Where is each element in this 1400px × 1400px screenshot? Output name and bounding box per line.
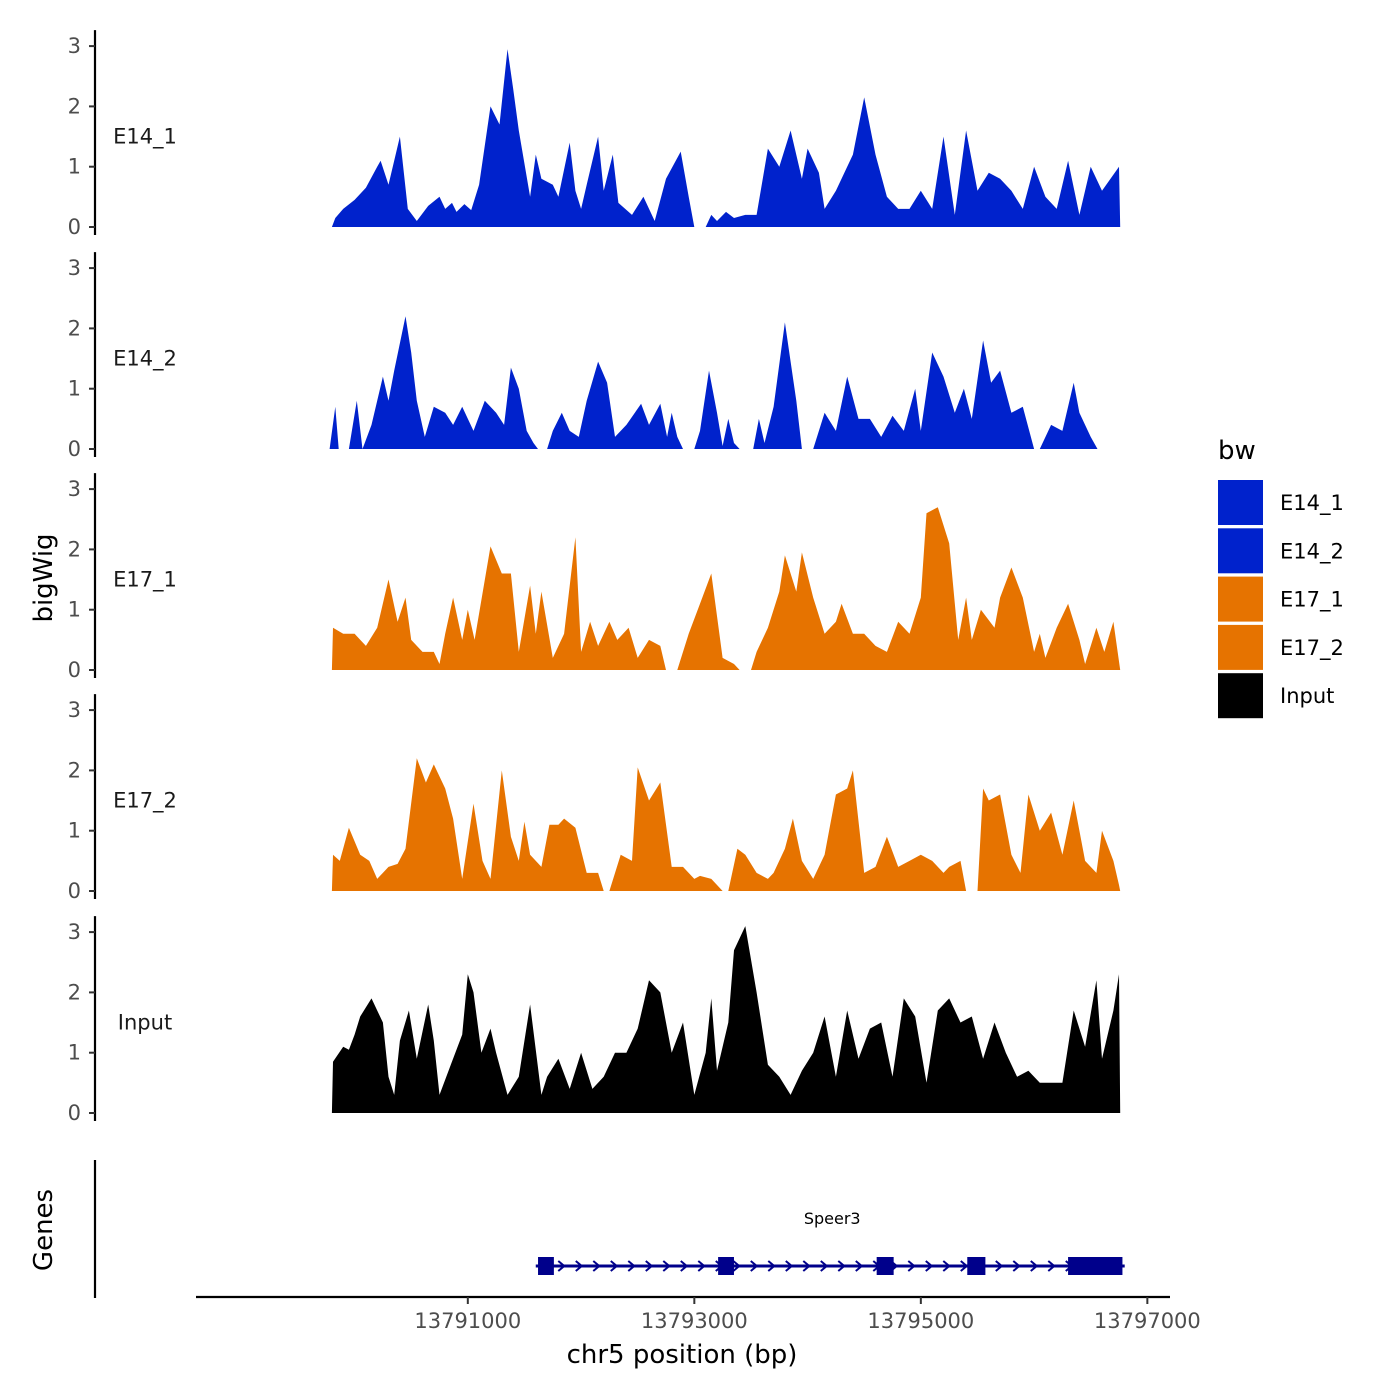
track-e14-1: 0 1 2 3 E14_1 <box>68 30 1121 239</box>
y-tick-label: 2 <box>68 980 81 1004</box>
y-tick-label: 2 <box>68 316 81 340</box>
y-tick-label: 1 <box>68 1041 81 1065</box>
track-e14-2: 0 1 2 3 E14_2 <box>68 252 1098 461</box>
legend-swatch <box>1218 576 1263 622</box>
strand-arrow <box>960 1260 969 1272</box>
legend-title: bw <box>1218 436 1256 466</box>
y-tick-label: 3 <box>68 256 81 280</box>
strand-arrow <box>662 1260 671 1272</box>
strand-arrow <box>697 1260 706 1272</box>
track-label: E17_1 <box>113 568 177 593</box>
y-tick-label: 2 <box>68 94 81 118</box>
strand-arrow <box>627 1260 636 1272</box>
track-e17-1: 0 1 2 3 E17_1 <box>68 473 1121 682</box>
strand-arrow <box>820 1260 829 1272</box>
track-label: E14_1 <box>113 125 177 150</box>
y-axis-title: bigWig <box>29 533 59 622</box>
strand-arrow <box>1047 1260 1056 1272</box>
strand-arrow <box>942 1260 951 1272</box>
legend-label: E14_2 <box>1280 539 1344 564</box>
legend-label: E17_2 <box>1280 636 1344 661</box>
y-tick-label: 2 <box>68 758 81 782</box>
y-tick-label: 1 <box>68 377 81 401</box>
strand-arrow <box>1030 1260 1039 1272</box>
x-tick-label: 13797000 <box>1094 1309 1201 1333</box>
y-tick-label: 0 <box>68 215 81 239</box>
strand-arrow <box>750 1260 759 1272</box>
strand-arrow <box>557 1260 566 1272</box>
gene-name-label: Speer3 <box>804 1209 861 1228</box>
x-tick-label: 13793000 <box>641 1309 748 1333</box>
x-tick-label: 13791000 <box>414 1309 521 1333</box>
legend-entry-e17-1: E17_1 <box>1218 576 1344 622</box>
x-axis: 13791000 13793000 13795000 13797000 <box>196 1295 1201 1333</box>
genes-axis-title: Genes <box>29 1189 59 1271</box>
tracks-layer: 0 1 2 3 E14_1 0 1 2 3 E14_2 0 1 2 3 E17_1 0 1 2 3 E17_2 0 1 2 3… <box>68 30 1121 1125</box>
coverage-area <box>329 316 1098 449</box>
y-tick-label: 3 <box>68 34 81 58</box>
strand-arrow <box>1012 1260 1021 1272</box>
y-tick-label: 3 <box>68 920 81 944</box>
strand-arrow <box>680 1260 689 1272</box>
y-tick-label: 3 <box>68 477 81 501</box>
legend-entry-e14-1: E14_1 <box>1218 480 1344 525</box>
y-tick-label: 1 <box>68 819 81 843</box>
legend-entry-e14-2: E14_2 <box>1218 528 1344 574</box>
strand-arrow <box>610 1260 619 1272</box>
y-tick-label: 3 <box>68 698 81 722</box>
strand-arrow <box>732 1260 741 1272</box>
y-tick-label: 0 <box>68 1101 81 1125</box>
coverage-area <box>331 507 1121 670</box>
gene-exon <box>718 1257 734 1275</box>
track-label: E17_2 <box>113 789 177 814</box>
coverage-area <box>331 926 1121 1113</box>
legend-entry-e17-2: E17_2 <box>1218 624 1344 670</box>
gene-exon <box>538 1257 554 1275</box>
gene-exon <box>876 1257 894 1275</box>
strand-arrow <box>837 1260 846 1272</box>
strand-arrow <box>592 1260 601 1272</box>
legend-label: E14_1 <box>1280 491 1344 516</box>
legend: bw E14_1 E14_2 E17_1 E17_2 Input <box>1218 436 1344 719</box>
strand-arrow <box>855 1260 864 1272</box>
legend-swatch <box>1218 528 1263 574</box>
y-tick-label: 0 <box>68 437 81 461</box>
legend-label: E17_1 <box>1280 588 1344 613</box>
y-tick-label: 0 <box>68 879 81 903</box>
legend-swatch <box>1218 624 1263 670</box>
strand-arrow <box>907 1260 916 1272</box>
x-axis-title: chr5 position (bp) <box>567 1340 798 1370</box>
x-tick-label: 13795000 <box>867 1309 974 1333</box>
track-input: 0 1 2 3 Input <box>68 916 1121 1125</box>
legend-label: Input <box>1280 684 1334 708</box>
strand-arrow <box>645 1260 654 1272</box>
coverage-area <box>331 49 1121 227</box>
strand-arrow <box>925 1260 934 1272</box>
legend-entry-input: Input <box>1218 673 1334 719</box>
y-tick-label: 0 <box>68 658 81 682</box>
strand-arrow <box>575 1260 584 1272</box>
track-e17-2: 0 1 2 3 E17_2 <box>68 694 1121 903</box>
legend-swatch <box>1218 673 1263 719</box>
strand-arrow <box>802 1260 811 1272</box>
gene-speer3: Speer3 <box>535 1209 1125 1275</box>
genes-track: Speer3 <box>93 1160 1125 1298</box>
strand-arrow <box>995 1260 1004 1272</box>
y-tick-label: 1 <box>68 155 81 179</box>
legend-swatch <box>1218 480 1263 525</box>
strand-arrow <box>785 1260 794 1272</box>
y-tick-label: 1 <box>68 598 81 622</box>
y-tick-label: 2 <box>68 537 81 561</box>
strand-arrow <box>767 1260 776 1272</box>
coverage-area <box>331 758 1121 891</box>
gene-exon <box>1068 1257 1123 1275</box>
track-label: Input <box>118 1011 172 1035</box>
gene-exon <box>967 1257 986 1275</box>
legend-items: E14_1 E14_2 E17_1 E17_2 Input <box>1218 480 1344 719</box>
track-label: E14_2 <box>113 347 177 372</box>
